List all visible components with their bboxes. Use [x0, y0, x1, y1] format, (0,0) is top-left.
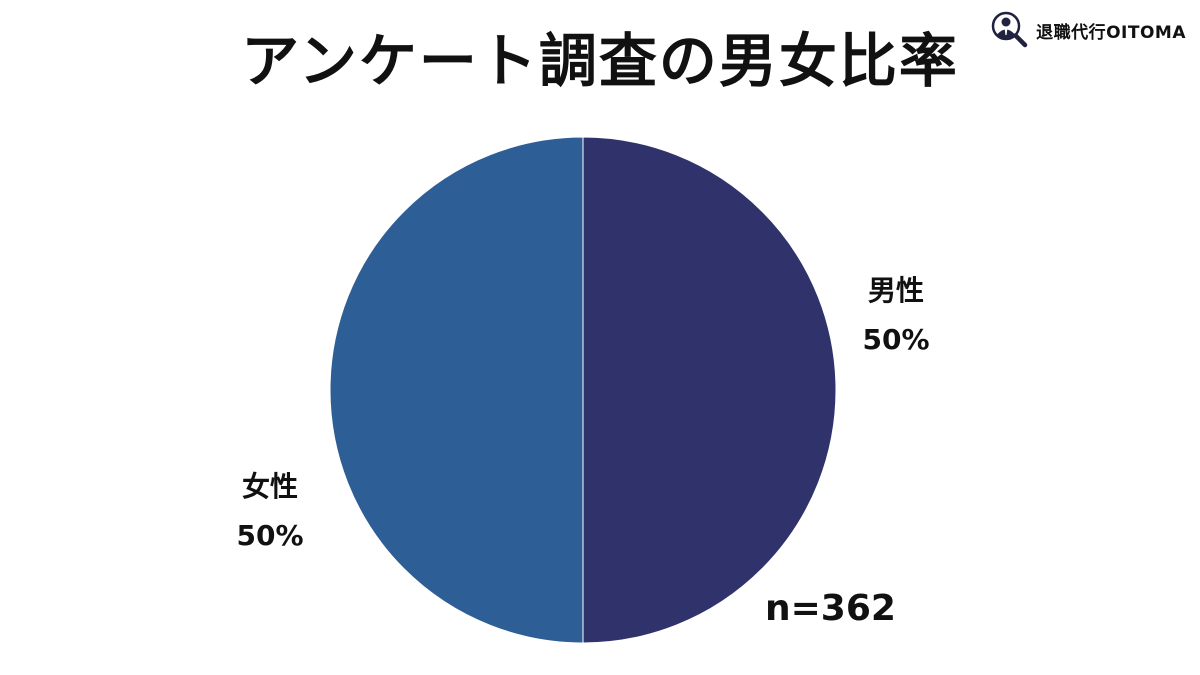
chart-title: アンケート調査の男女比率	[241, 27, 959, 95]
brand-logo: 退職代行OITOMA	[990, 10, 1186, 50]
slice-category-label: 女性	[242, 470, 298, 503]
brand-name: 退職代行OITOMA	[1036, 22, 1186, 43]
slice-category-label: 男性	[868, 274, 924, 307]
slice-value-label: 50%	[862, 323, 929, 356]
slice-value-label: 50%	[236, 519, 303, 552]
pie-slice-male	[582, 136, 837, 644]
pie-slice-female	[329, 136, 584, 644]
sample-size-note: n=362	[765, 588, 896, 629]
person-magnifier-icon	[991, 11, 1028, 48]
